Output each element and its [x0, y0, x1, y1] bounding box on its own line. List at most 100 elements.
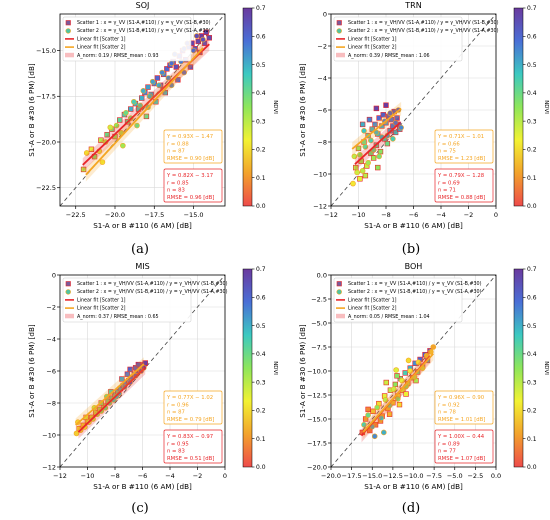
legend-entry: Scatter 2 : x = γ_VV (S1-B,#110) / y = γ… [77, 28, 211, 34]
scatter-2-point [156, 82, 162, 89]
scatter-2-point [393, 367, 399, 373]
legend-box [333, 277, 463, 323]
fit-stats-line: RMSE = 1.01 [dB] [438, 417, 485, 423]
fit-stats-line: n = 71 [438, 188, 456, 194]
legend-entry: Linear fit [Scatter 1] [77, 36, 126, 42]
linear-fit-line-2 [362, 353, 434, 433]
y-tick-label: −12 [42, 463, 56, 471]
scatter-1-point [362, 172, 369, 179]
colorbar-tick-label: 0.4 [527, 351, 537, 358]
fit-stats-line: Y = 1.00X − 0.44 [437, 434, 485, 440]
chart-title: TRN [404, 1, 421, 10]
legend-entry: Linear fit [Scatter 1] [348, 297, 397, 303]
x-tick-label: −15.0 [184, 211, 204, 219]
x-tick-label: −2.5 [467, 472, 483, 480]
scatter-2-point [351, 153, 358, 160]
x-tick-label: 0.0 [491, 472, 501, 480]
fit-stats-line: RMSE = 1.07 [dB] [438, 456, 485, 462]
colorbar-tick-label: 0.7 [527, 5, 537, 12]
scatter-2-point [407, 368, 414, 374]
scatter-2-point [193, 33, 200, 39]
colorbar-label: NDVI [543, 361, 549, 375]
fit-stats-line: Y = 0.82X − 3.17 [166, 173, 213, 179]
scatter-2-point [140, 88, 147, 94]
colorbar-tick-label: 0.2 [256, 408, 266, 415]
colorbar-tick-label: 0.1 [256, 436, 266, 443]
colorbar-tick-label: 0.3 [527, 118, 537, 125]
linear-fit-line-1 [77, 366, 146, 433]
colorbar-tick-label: 0.3 [256, 118, 266, 125]
colorbar-tick-label: 0.5 [527, 323, 537, 330]
legend-entry: Scatter 2 : x = γ_VV (S1-B,#110) / y = γ… [348, 289, 482, 295]
colorbar-tick-label: 0.2 [256, 147, 266, 154]
x-tick-label: −12 [324, 211, 338, 219]
y-axis-label: S1-A or B #30 (6 PM) [dB] [27, 63, 36, 157]
legend-entry: Scatter 1 : x = γ_VV (S1-A,#110) / y = γ… [348, 281, 482, 287]
legend-band-swatch [336, 52, 345, 58]
scatter-2-point [134, 122, 140, 129]
fit-stats-line: r = 0.96 [167, 402, 189, 408]
scatter-2-point [120, 142, 126, 149]
linear-fit-line-1 [354, 122, 401, 165]
legend-entry: Linear fit [Scatter 2] [348, 306, 397, 312]
colorbar-tick-label: 0.0 [527, 464, 537, 471]
x-tick-label: −10.0 [404, 472, 424, 480]
chart-panel-mis: −12 −10 −8 −6 −4 −2 0 −12 −10 −8 −6 −4 −2 0 MIS S1-A or… [27, 262, 278, 491]
scatter-2-point [73, 430, 80, 437]
chart-panel-soj: −22.5 −20.0 −17.5 −15.0 −22.5 −20.0 −17.5 −15.0… [27, 1, 278, 230]
scatter-2-point [131, 98, 137, 105]
scatter-2-point [361, 421, 367, 428]
scatter-1-point [362, 416, 369, 422]
colorbar-label: NDVI [272, 100, 278, 114]
scatter-1-point [98, 137, 104, 143]
scatter-1-point [403, 391, 409, 397]
chart-title: MIS [135, 262, 149, 271]
fit-stats-line: n = 78 [438, 410, 457, 416]
colorbar-tick-label: 0.0 [256, 464, 266, 471]
colorbar-tick-label: 0.7 [527, 266, 537, 273]
x-tick-label: −15.0 [362, 472, 382, 480]
y-axis-label: S1-A or B #30 (6 PM) [dB] [298, 63, 307, 157]
linear-fit-line-2 [75, 363, 145, 426]
scatter-2-point [430, 344, 437, 350]
scatter-1-point [394, 373, 400, 379]
scatter-2-point [357, 152, 363, 158]
scatter-2-point [113, 122, 120, 129]
fit-stats-line: n = 83 [167, 449, 185, 455]
legend-entry: Scatter 1 : x = γ_VH/VV (S1-A,#110) / y … [77, 281, 228, 287]
fit-stats-line: RMSE = 0.90 [dB] [167, 156, 214, 162]
scatter-2-point [380, 429, 387, 436]
scatter-2-point [399, 377, 405, 384]
y-axis-label: S1-A or B #30 (6 PM) [dB] [27, 324, 36, 418]
fit-stats-frame [434, 390, 494, 425]
scatter-2-point [361, 128, 367, 134]
x-tick-label: −10 [352, 211, 366, 219]
colorbar-tick-label: 0.7 [256, 266, 266, 273]
fit-stats-line: r = 0.66 [438, 141, 460, 147]
scatter-1-point [359, 121, 366, 128]
x-tick-label: −22.5 [66, 211, 86, 219]
scatter-1-point [206, 35, 212, 41]
scatter-2-point [146, 93, 153, 100]
fit-stats-line: r = 0.92 [438, 402, 460, 408]
legend-band-swatch [336, 313, 345, 319]
chart-title: BOH [405, 262, 423, 271]
fit-stats-line: RMSE = 1.23 [dB] [438, 156, 485, 162]
y-tick-label: −2 [46, 303, 56, 311]
scatter-2-point [378, 415, 385, 421]
colorbar-tick-label: 0.7 [256, 5, 266, 12]
fit-stats-line: Y = 0.71X − 1.01 [437, 134, 484, 140]
scatter-2-point [159, 69, 165, 76]
scatter-1-point [392, 129, 399, 136]
scatter-1-point [355, 145, 362, 152]
scatter-1-point [368, 150, 374, 156]
y-tick-label: −10 [42, 431, 56, 439]
scatter-1-point [365, 406, 371, 413]
scatter-1-point [88, 146, 95, 153]
colorbar-tick-label: 0.5 [527, 62, 537, 69]
